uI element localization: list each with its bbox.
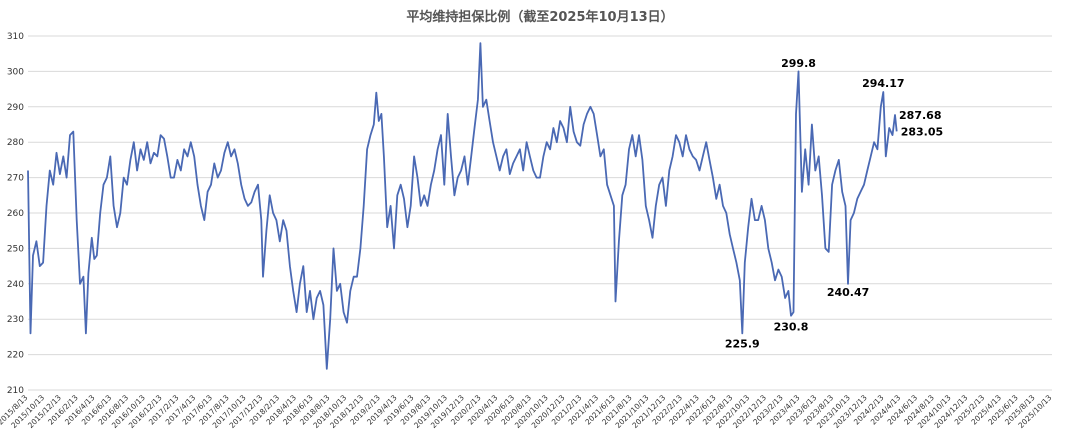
- y-tick-label: 280: [7, 138, 24, 148]
- y-tick-label: 240: [7, 280, 24, 290]
- data-label: 283.05: [901, 125, 943, 138]
- data-label: 225.9: [725, 338, 760, 351]
- y-tick-label: 310: [7, 32, 24, 42]
- y-tick-label: 270: [7, 174, 24, 184]
- y-tick-label: 290: [7, 103, 24, 113]
- data-label: 240.47: [827, 286, 869, 299]
- series-line: [27, 42, 898, 370]
- y-tick-label: 220: [7, 351, 24, 361]
- y-tick-label: 260: [7, 209, 24, 219]
- data-label: 294.17: [862, 77, 904, 90]
- y-tick-label: 300: [7, 67, 24, 77]
- y-tick-label: 230: [7, 315, 24, 325]
- data-label: 299.8: [781, 57, 816, 70]
- y-tick-label: 250: [7, 244, 24, 254]
- data-label: 287.68: [899, 109, 941, 122]
- data-label: 230.8: [774, 320, 809, 333]
- chart-title: 平均维持担保比例（截至2025年10月13日）: [406, 10, 674, 25]
- y-tick-label: 210: [7, 386, 24, 396]
